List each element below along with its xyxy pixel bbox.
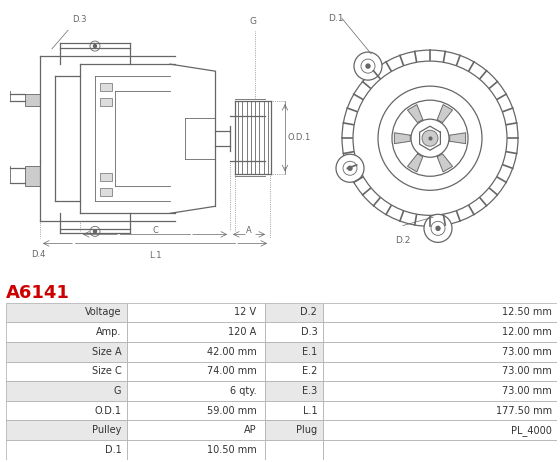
Bar bbox=[100, 173, 112, 181]
Circle shape bbox=[348, 166, 352, 170]
Bar bbox=[265, 420, 323, 440]
Polygon shape bbox=[437, 154, 452, 172]
Text: 12.50 mm: 12.50 mm bbox=[502, 307, 552, 317]
Bar bbox=[127, 420, 265, 440]
Text: A: A bbox=[246, 226, 252, 235]
Bar bbox=[265, 381, 323, 401]
Text: A6141: A6141 bbox=[6, 284, 69, 302]
Polygon shape bbox=[450, 133, 465, 144]
Bar bbox=[127, 342, 265, 361]
Text: D.2: D.2 bbox=[395, 237, 410, 245]
Bar bbox=[127, 361, 265, 381]
Bar bbox=[6, 361, 127, 381]
Bar bbox=[323, 381, 557, 401]
Circle shape bbox=[94, 44, 96, 48]
Text: Pulley: Pulley bbox=[92, 425, 122, 435]
Circle shape bbox=[436, 226, 440, 231]
Text: 73.00 mm: 73.00 mm bbox=[502, 386, 552, 396]
Text: Size A: Size A bbox=[92, 346, 122, 357]
Text: L.1: L.1 bbox=[149, 251, 161, 261]
Text: E.3: E.3 bbox=[302, 386, 318, 396]
Bar bbox=[323, 322, 557, 342]
Text: G: G bbox=[114, 386, 122, 396]
Text: Voltage: Voltage bbox=[85, 307, 122, 317]
Text: D.1: D.1 bbox=[105, 445, 122, 455]
Bar bbox=[323, 440, 557, 460]
Bar bbox=[6, 381, 127, 401]
Text: 6 qty.: 6 qty. bbox=[230, 386, 256, 396]
Text: O.D.1: O.D.1 bbox=[288, 133, 311, 142]
Bar bbox=[6, 322, 127, 342]
Text: PL_4000: PL_4000 bbox=[511, 425, 552, 436]
Text: Size C: Size C bbox=[92, 366, 122, 377]
Text: 120 A: 120 A bbox=[228, 327, 256, 337]
Bar bbox=[127, 303, 265, 322]
Circle shape bbox=[94, 230, 96, 233]
Text: L.1: L.1 bbox=[302, 406, 318, 416]
Bar bbox=[265, 401, 323, 420]
Polygon shape bbox=[408, 105, 423, 122]
Text: Plug: Plug bbox=[296, 425, 318, 435]
Text: D.2: D.2 bbox=[300, 307, 318, 317]
Bar bbox=[6, 420, 127, 440]
Text: D.3: D.3 bbox=[72, 15, 86, 24]
Text: 59.00 mm: 59.00 mm bbox=[207, 406, 256, 416]
Bar bbox=[265, 342, 323, 361]
Text: D.4: D.4 bbox=[31, 250, 45, 259]
Circle shape bbox=[424, 214, 452, 243]
Bar bbox=[323, 342, 557, 361]
Bar bbox=[265, 440, 323, 460]
Text: 73.00 mm: 73.00 mm bbox=[502, 346, 552, 357]
Text: 74.00 mm: 74.00 mm bbox=[207, 366, 256, 377]
Bar bbox=[25, 94, 40, 106]
Text: E.2: E.2 bbox=[302, 366, 318, 377]
Bar bbox=[323, 361, 557, 381]
Bar bbox=[25, 166, 40, 186]
Text: AP: AP bbox=[244, 425, 256, 435]
Bar bbox=[323, 303, 557, 322]
Text: C: C bbox=[152, 226, 158, 235]
Bar bbox=[265, 322, 323, 342]
Text: 73.00 mm: 73.00 mm bbox=[502, 366, 552, 377]
Text: 12 V: 12 V bbox=[235, 307, 256, 317]
Text: G: G bbox=[250, 17, 256, 26]
Polygon shape bbox=[408, 154, 423, 172]
Bar bbox=[100, 188, 112, 196]
Circle shape bbox=[411, 119, 449, 157]
Bar bbox=[127, 440, 265, 460]
Bar bbox=[265, 303, 323, 322]
Bar bbox=[323, 401, 557, 420]
Bar bbox=[6, 303, 127, 322]
Bar bbox=[323, 420, 557, 440]
Text: 12.00 mm: 12.00 mm bbox=[502, 327, 552, 337]
Text: D.1: D.1 bbox=[328, 14, 343, 23]
Circle shape bbox=[354, 52, 382, 80]
Circle shape bbox=[422, 130, 438, 146]
Polygon shape bbox=[394, 133, 410, 144]
Bar bbox=[127, 381, 265, 401]
Bar bbox=[127, 322, 265, 342]
Bar bbox=[100, 98, 112, 106]
Bar bbox=[127, 401, 265, 420]
Bar bbox=[100, 83, 112, 91]
Text: E.1: E.1 bbox=[302, 346, 318, 357]
Text: D.3: D.3 bbox=[301, 327, 318, 337]
Text: 177.50 mm: 177.50 mm bbox=[496, 406, 552, 416]
Text: 42.00 mm: 42.00 mm bbox=[207, 346, 256, 357]
Bar bbox=[6, 440, 127, 460]
Text: O.D.1: O.D.1 bbox=[95, 406, 122, 416]
Bar bbox=[6, 342, 127, 361]
Polygon shape bbox=[437, 105, 452, 122]
Text: Amp.: Amp. bbox=[96, 327, 122, 337]
Bar bbox=[265, 361, 323, 381]
Text: 10.50 mm: 10.50 mm bbox=[207, 445, 256, 455]
Circle shape bbox=[366, 64, 370, 68]
Bar bbox=[6, 401, 127, 420]
Circle shape bbox=[336, 154, 364, 182]
